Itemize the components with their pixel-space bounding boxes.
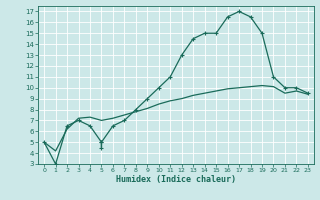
X-axis label: Humidex (Indice chaleur): Humidex (Indice chaleur) [116, 175, 236, 184]
